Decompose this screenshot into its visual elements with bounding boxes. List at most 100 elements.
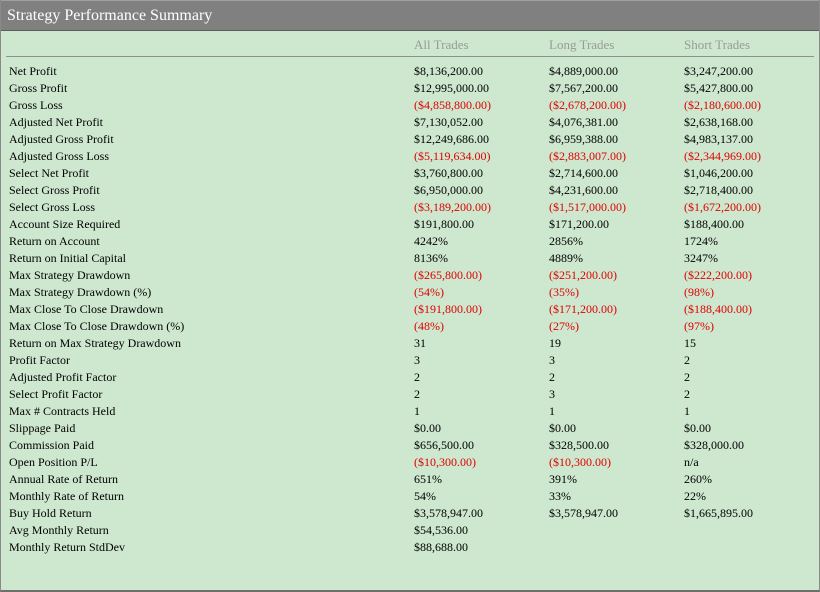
long-trades-value: 1 — [549, 404, 555, 418]
all-trades-value: ($3,189,200.00) — [414, 200, 491, 214]
all-trades-value: 3 — [414, 353, 420, 367]
row-label: Select Net Profit — [9, 166, 89, 180]
row-label: Adjusted Gross Profit — [9, 132, 114, 146]
long-trades-value: 2 — [549, 370, 555, 384]
short-trades-value: $1,665,895.00 — [684, 506, 753, 520]
table-row: Adjusted Gross Profit $12,249,686.00 $6,95… — [1, 131, 819, 148]
long-trades-value: $4,076,381.00 — [549, 115, 618, 129]
row-label: Max Strategy Drawdown (%) — [9, 285, 152, 299]
all-trades-value: 31 — [414, 336, 426, 350]
all-trades-value: ($5,119,634.00) — [414, 149, 491, 163]
short-trades-value: $1,046,200.00 — [684, 166, 753, 180]
long-trades-value: (35%) — [549, 285, 579, 299]
short-trades-value: 1724% — [684, 234, 718, 248]
row-label: Select Gross Profit — [9, 183, 100, 197]
long-trades-value: (27%) — [549, 319, 579, 333]
row-label: Adjusted Profit Factor — [9, 370, 117, 384]
short-trades-value: ($2,180,600.00) — [684, 98, 761, 112]
long-trades-value: $3,578,947.00 — [549, 506, 618, 520]
row-label: Gross Profit — [9, 81, 68, 95]
header-divider — [6, 56, 814, 57]
table-row: Max Close To Close Drawdown (%) (48%) (27%… — [1, 318, 819, 335]
long-trades-value: $4,231,600.00 — [549, 183, 618, 197]
table-row: Account Size Required $191,800.00 $171,200… — [1, 216, 819, 233]
long-trades-value: $328,500.00 — [549, 438, 609, 452]
row-label: Avg Monthly Return — [9, 523, 109, 537]
all-trades-value: $3,578,947.00 — [414, 506, 483, 520]
row-label: Return on Initial Capital — [9, 251, 126, 265]
long-trades-value: ($2,883,007.00) — [549, 149, 626, 163]
all-trades-value: ($10,300.00) — [414, 455, 476, 469]
row-label: Profit Factor — [9, 353, 70, 367]
table-row: Select Gross Profit $6,950,000.00 $4,231,6… — [1, 182, 819, 199]
all-trades-value: ($265,800.00) — [414, 268, 482, 282]
all-trades-value: $12,249,686.00 — [414, 132, 489, 146]
long-trades-value: $0.00 — [549, 421, 576, 435]
long-trades-value: ($171,200.00) — [549, 302, 617, 316]
table-row: Annual Rate of Return 651% 391% 260% — [1, 471, 819, 488]
all-trades-value: (54%) — [414, 285, 444, 299]
short-trades-value: $2,718,400.00 — [684, 183, 753, 197]
short-trades-value: 260% — [684, 472, 712, 486]
all-trades-value: $7,130,052.00 — [414, 115, 483, 129]
row-label: Gross Loss — [9, 98, 63, 112]
table-row: Net Profit $8,136,200.00 $4,889,000.00 $3,2… — [1, 63, 819, 80]
long-trades-value: ($251,200.00) — [549, 268, 617, 282]
short-trades-value: (97%) — [684, 319, 714, 333]
all-trades-value: $12,995,000.00 — [414, 81, 489, 95]
row-label: Return on Account — [9, 234, 100, 248]
row-label: Adjusted Gross Loss — [9, 149, 110, 163]
table-row: Commission Paid $656,500.00 $328,500.00 $32… — [1, 437, 819, 454]
table-row: Monthly Return StdDev $88,688.00 — [1, 539, 819, 556]
long-trades-value: 391% — [549, 472, 577, 486]
all-trades-value: 2 — [414, 370, 420, 384]
column-header-all-trades: All Trades — [414, 37, 469, 52]
row-label: Account Size Required — [9, 217, 121, 231]
all-trades-value: $54,536.00 — [414, 523, 468, 537]
all-trades-value: $191,800.00 — [414, 217, 474, 231]
table-row: Adjusted Gross Loss ($5,119,634.00) ($2,88… — [1, 148, 819, 165]
table-row: Return on Initial Capital 8136% 4889% 3247% — [1, 250, 819, 267]
row-label: Open Position P/L — [9, 455, 98, 469]
all-trades-value: 54% — [414, 489, 436, 503]
table-row: Adjusted Profit Factor 2 2 2 — [1, 369, 819, 386]
all-trades-value: 8136% — [414, 251, 448, 265]
table-row: Max # Contracts Held 1 1 1 — [1, 403, 819, 420]
short-trades-value: $5,427,800.00 — [684, 81, 753, 95]
short-trades-value: ($222,200.00) — [684, 268, 752, 282]
long-trades-value: ($1,517,000.00) — [549, 200, 626, 214]
table-row: Buy Hold Return $3,578,947.00 $3,578,947.0… — [1, 505, 819, 522]
short-trades-value: $188,400.00 — [684, 217, 744, 231]
table-row: Adjusted Net Profit $7,130,052.00 $4,076,3… — [1, 114, 819, 131]
long-trades-value: ($10,300.00) — [549, 455, 611, 469]
long-trades-value: 4889% — [549, 251, 583, 265]
short-trades-value: 2 — [684, 370, 690, 384]
table-row: Gross Profit $12,995,000.00 $7,567,200.00 $… — [1, 80, 819, 97]
all-trades-value: 2 — [414, 387, 420, 401]
all-trades-value: $88,688.00 — [414, 540, 468, 554]
table-row: Max Close To Close Drawdown ($191,800.00)… — [1, 301, 819, 318]
long-trades-value: $6,959,388.00 — [549, 132, 618, 146]
short-trades-value: $0.00 — [684, 421, 711, 435]
table-row: Return on Account 4242% 2856% 1724% — [1, 233, 819, 250]
short-trades-value: $3,247,200.00 — [684, 64, 753, 78]
table-row: Avg Monthly Return $54,536.00 — [1, 522, 819, 539]
all-trades-value: 4242% — [414, 234, 448, 248]
short-trades-value: 3247% — [684, 251, 718, 265]
short-trades-value: $2,638,168.00 — [684, 115, 753, 129]
column-header-row: All Trades Long Trades Short Trades — [1, 37, 819, 53]
column-header-long-trades: Long Trades — [549, 37, 615, 52]
table-row: Open Position P/L ($10,300.00) ($10,300.00… — [1, 454, 819, 471]
table-row: Max Strategy Drawdown (%) (54%) (35%) (98%) — [1, 284, 819, 301]
all-trades-value: $6,950,000.00 — [414, 183, 483, 197]
window-title: Strategy Performance Summary — [7, 7, 213, 24]
row-label: Net Profit — [9, 64, 57, 78]
table-row: Select Gross Loss ($3,189,200.00) ($1,517,… — [1, 199, 819, 216]
table-row: Profit Factor 3 3 2 — [1, 352, 819, 369]
long-trades-value: 3 — [549, 387, 555, 401]
row-label: Return on Max Strategy Drawdown — [9, 336, 181, 350]
short-trades-value: ($1,672,200.00) — [684, 200, 761, 214]
table-row: Monthly Rate of Return 54% 33% 22% — [1, 488, 819, 505]
table-row: Select Net Profit $3,760,800.00 $2,714,600… — [1, 165, 819, 182]
